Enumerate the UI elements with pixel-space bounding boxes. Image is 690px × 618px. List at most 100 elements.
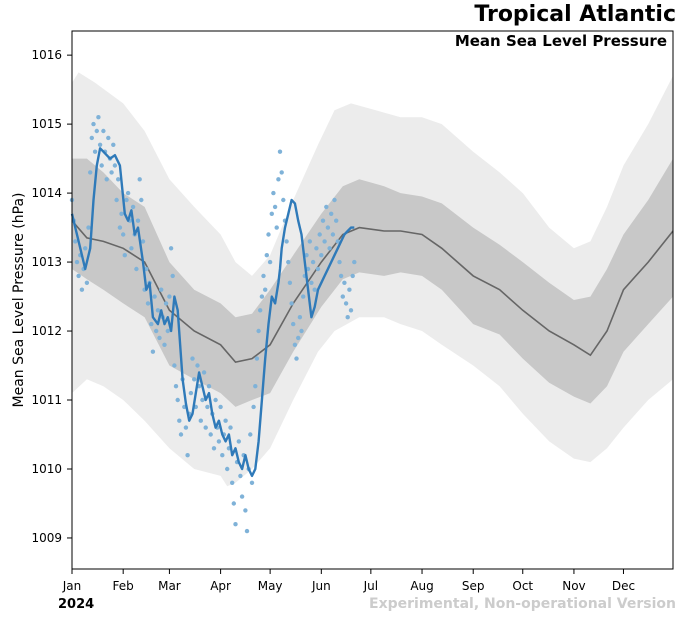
observed-point <box>94 128 100 134</box>
observed-point <box>274 225 279 230</box>
observed-point <box>228 425 233 430</box>
observed-point <box>121 232 126 237</box>
observed-point <box>129 246 134 251</box>
observed-point <box>233 522 238 527</box>
observed-point <box>263 287 268 292</box>
observed-point <box>109 170 114 175</box>
observed-point <box>243 508 248 513</box>
observed-point <box>144 266 149 272</box>
x-tick-label: Jun <box>311 579 331 593</box>
observed-point <box>116 177 121 182</box>
x-tick-label: Jan <box>62 579 82 593</box>
y-tick-label: 1013 <box>31 255 62 269</box>
chart-subtitle: Mean Sea Level Pressure <box>454 32 667 50</box>
y-tick-label: 1015 <box>31 117 62 131</box>
observed-point <box>216 439 222 444</box>
observed-point <box>335 239 340 244</box>
observed-point <box>137 177 142 182</box>
observed-point <box>192 377 197 382</box>
observed-point <box>244 528 250 534</box>
observed-point <box>173 384 179 389</box>
observed-point <box>332 197 337 203</box>
observed-point <box>272 204 278 210</box>
observed-point <box>114 197 119 203</box>
observed-point <box>200 397 205 403</box>
observed-point <box>198 418 203 423</box>
observed-point <box>294 356 299 361</box>
observed-point <box>251 404 256 410</box>
observed-point <box>208 432 213 437</box>
observed-point <box>307 239 312 244</box>
observed-point <box>267 259 273 265</box>
observed-point <box>347 287 352 292</box>
observed-point <box>352 259 357 265</box>
observed-point <box>264 253 269 258</box>
observed-point <box>74 259 80 265</box>
x-tick-label: Sep <box>462 579 485 593</box>
observed-point <box>320 218 326 223</box>
observed-point <box>155 308 161 313</box>
observed-point <box>91 121 96 127</box>
year-label: 2024 <box>58 597 95 612</box>
x-tick-label: Feb <box>113 579 134 593</box>
smoothed-layer <box>70 147 355 478</box>
y-tick-label: 1011 <box>31 393 62 407</box>
observed-point <box>291 321 296 327</box>
observed-point <box>319 253 324 258</box>
observed-point <box>330 232 336 237</box>
y-tick-label: 1012 <box>31 324 62 338</box>
observed-point <box>125 190 131 196</box>
observed-point <box>284 239 289 244</box>
plot-frame <box>71 30 674 570</box>
observed-point <box>168 246 174 251</box>
observed-point <box>301 294 306 299</box>
observed-point <box>149 321 154 327</box>
observed-point <box>286 259 291 265</box>
observed-point <box>322 239 327 244</box>
x-tick-label: Mar <box>158 579 181 593</box>
observed-point <box>309 280 314 285</box>
y-tick-label: 1016 <box>31 48 62 62</box>
observed-point <box>157 335 162 341</box>
observed-point <box>150 349 156 354</box>
observed-point <box>254 356 260 361</box>
observed-point <box>287 280 293 285</box>
observed-point <box>96 115 101 120</box>
x-tick-label: Aug <box>410 579 433 593</box>
observed-point <box>201 370 207 375</box>
climatology-line <box>71 220 674 363</box>
y-tick-label: 1009 <box>31 531 62 545</box>
observed-point <box>140 239 146 244</box>
observed-point <box>249 480 255 485</box>
observed-point <box>152 294 157 299</box>
observed-point <box>340 294 345 299</box>
observed-point <box>342 280 347 285</box>
observed-point <box>172 363 177 368</box>
observed-point <box>299 328 304 334</box>
observed-point <box>130 204 136 210</box>
observed-point <box>101 128 106 134</box>
observed-point <box>89 135 95 141</box>
observed-point <box>304 253 309 258</box>
observed-point <box>185 453 190 458</box>
observed-point <box>236 439 241 444</box>
watermark: Experimental, Non-operational Version <box>369 596 676 612</box>
x-tick-label: Dec <box>612 579 635 593</box>
observed-point <box>258 308 263 313</box>
observed-point <box>230 480 235 485</box>
observed-point <box>163 301 169 306</box>
observed-point <box>218 404 223 410</box>
observed-point <box>117 225 123 230</box>
observed-point <box>178 432 184 437</box>
observed-point <box>220 453 225 458</box>
observed-point <box>188 390 194 396</box>
observed-point <box>259 294 265 299</box>
x-tick-label: Jul <box>363 579 378 593</box>
inner-range-band <box>72 158 673 407</box>
observed-point <box>312 287 317 292</box>
observed-point <box>112 163 118 168</box>
observed-point <box>334 218 339 223</box>
observed-point <box>124 197 129 203</box>
observed-point <box>305 266 311 272</box>
